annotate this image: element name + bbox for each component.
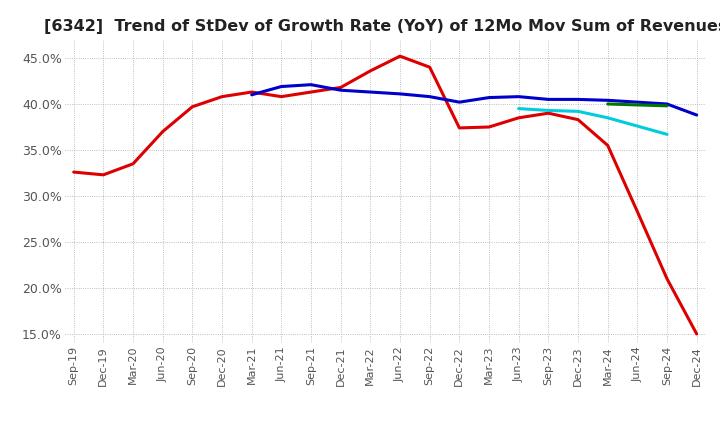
3 Years xyxy=(248,89,256,95)
5 Years xyxy=(633,99,642,105)
Title: [6342]  Trend of StDev of Growth Rate (YoY) of 12Mo Mov Sum of Revenues: [6342] Trend of StDev of Growth Rate (Yo… xyxy=(43,19,720,34)
Line: 3 Years: 3 Years xyxy=(73,56,697,334)
5 Years xyxy=(396,91,405,96)
3 Years xyxy=(426,65,434,70)
3 Years xyxy=(485,125,493,130)
3 Years xyxy=(396,54,405,59)
3 Years xyxy=(366,68,374,73)
10 Years xyxy=(662,103,671,109)
3 Years xyxy=(633,209,642,214)
3 Years xyxy=(662,276,671,282)
5 Years xyxy=(336,88,345,93)
5 Years xyxy=(277,84,286,89)
3 Years xyxy=(336,85,345,90)
10 Years xyxy=(633,102,642,107)
5 Years xyxy=(662,101,671,106)
3 Years xyxy=(99,172,108,177)
7 Years xyxy=(544,108,553,113)
10 Years xyxy=(603,101,612,106)
3 Years xyxy=(217,94,226,99)
Line: 7 Years: 7 Years xyxy=(518,109,667,134)
5 Years xyxy=(248,92,256,97)
3 Years xyxy=(158,129,167,134)
5 Years xyxy=(574,97,582,102)
5 Years xyxy=(603,98,612,103)
7 Years xyxy=(662,132,671,137)
3 Years xyxy=(455,125,464,131)
Line: 10 Years: 10 Years xyxy=(608,104,667,106)
7 Years xyxy=(603,115,612,121)
3 Years xyxy=(307,89,315,95)
5 Years xyxy=(426,94,434,99)
5 Years xyxy=(366,89,374,95)
3 Years xyxy=(69,169,78,175)
3 Years xyxy=(277,94,286,99)
3 Years xyxy=(188,104,197,110)
3 Years xyxy=(544,110,553,116)
Legend: 3 Years, 5 Years, 7 Years, 10 Years: 3 Years, 5 Years, 7 Years, 10 Years xyxy=(185,435,585,440)
Line: 5 Years: 5 Years xyxy=(252,84,697,115)
5 Years xyxy=(693,112,701,117)
5 Years xyxy=(544,97,553,102)
3 Years xyxy=(603,143,612,148)
5 Years xyxy=(455,99,464,105)
5 Years xyxy=(485,95,493,100)
3 Years xyxy=(693,331,701,337)
3 Years xyxy=(129,161,138,166)
7 Years xyxy=(514,106,523,111)
3 Years xyxy=(514,115,523,121)
5 Years xyxy=(514,94,523,99)
7 Years xyxy=(574,109,582,114)
3 Years xyxy=(574,117,582,122)
7 Years xyxy=(633,124,642,129)
5 Years xyxy=(307,82,315,87)
